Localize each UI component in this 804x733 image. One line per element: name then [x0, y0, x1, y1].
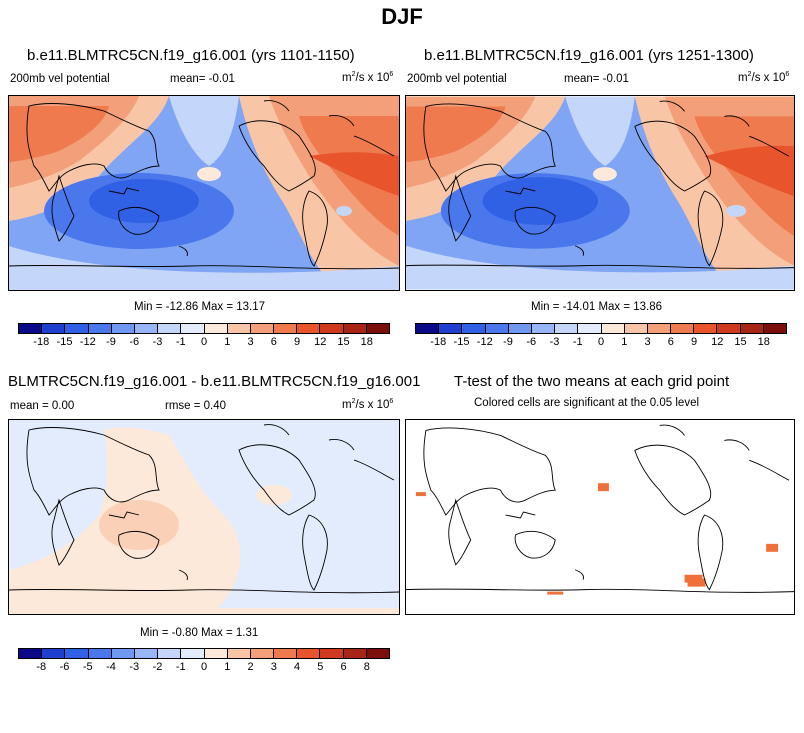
colorbar-tick-label: 1	[224, 336, 231, 348]
colorbar-tick-label: -6	[129, 336, 140, 348]
colorbar-tick-label: -1	[175, 336, 186, 348]
panel3-title: BLMTRC5CN.f19_g16.001 - b.e11.BLMTRC5CN.…	[8, 373, 421, 390]
colorbar-tick-label: 4	[293, 661, 301, 673]
main-title: DJF	[381, 4, 423, 29]
panel4-subtitle: Colored cells are significant at the 0.0…	[474, 397, 700, 409]
panel4-map	[405, 419, 795, 615]
panel2-colorbar-ticks: -18 -15 -12 -9 -6 -3 -1 0 1 3 6 9 12 15 18	[415, 336, 787, 350]
colorbar-tick-label: -18	[33, 336, 50, 348]
colorbar-tick-label: -6	[59, 661, 70, 673]
panel1-map	[8, 95, 400, 291]
colorbar-tick-label: -9	[503, 336, 513, 348]
panel2-mean: mean= -0.01	[564, 73, 629, 85]
panel3-map	[8, 419, 400, 615]
colorbar-tick-label: -12	[79, 336, 96, 348]
significant-cell	[547, 591, 564, 595]
colorbar-tick-label: -9	[106, 336, 116, 348]
significant-cell	[598, 483, 609, 492]
panel2-field-label: 200mb vel potential	[407, 73, 507, 85]
colorbar-tick-label: 6	[667, 336, 674, 348]
panel3-minmax: Min = -0.80 Max = 1.31	[140, 627, 259, 639]
colorbar-tick-label: 3	[247, 336, 254, 348]
panel2-map	[405, 95, 795, 291]
panel4-title: T-test of the two means at each grid poi…	[454, 373, 730, 390]
panel2-minmax: Min = -14.01 Max = 13.86	[531, 301, 663, 313]
panel2-units: m2/s x 106	[738, 71, 790, 84]
significant-cell	[415, 492, 426, 497]
colorbar-tick-label: 15	[734, 336, 747, 348]
colorbar-tick-label: 3	[644, 336, 651, 348]
panel1-field-label: 200mb vel potential	[10, 73, 110, 85]
colorbar-tick-label: 0	[200, 336, 208, 348]
colorbar-tick-label: -2	[152, 661, 163, 673]
panel3-colorbar	[18, 648, 390, 659]
colorbar-tick-label: -8	[36, 661, 47, 673]
colorbar-tick-label: 12	[314, 336, 327, 348]
colorbar-tick-label: -15	[56, 336, 73, 348]
colorbar-tick-label: -3	[549, 336, 560, 348]
colorbar-tick-label: 3	[270, 661, 277, 673]
colorbar-tick-label: -12	[476, 336, 493, 348]
colorbar-tick-label: -1	[175, 661, 186, 673]
colorbar-tick-label: -1	[572, 336, 583, 348]
colorbar-tick-label: -6	[526, 336, 537, 348]
colorbar-tick-label: 0	[200, 661, 208, 673]
colorbar-tick-label: 18	[757, 336, 770, 348]
colorbar-tick-label: -15	[453, 336, 470, 348]
colorbar-tick-label: 5	[317, 661, 324, 673]
colorbar-tick-label: 12	[711, 336, 724, 348]
colorbar-tick-label: 9	[690, 336, 698, 348]
colorbar-tick-label: 6	[270, 336, 277, 348]
significant-cell	[766, 543, 779, 552]
colorbar-tick-label: 1	[224, 661, 231, 673]
colorbar-tick-label: -3	[152, 336, 163, 348]
colorbar-tick-label: 15	[337, 336, 350, 348]
panel3-units: m2/s x 106	[342, 398, 394, 411]
colorbar-tick-label: -18	[430, 336, 447, 348]
panel1-title: b.e11.BLMTRC5CN.f19_g16.001 (yrs 1101-11…	[27, 47, 355, 64]
panel1-minmax: Min = -12.86 Max = 13.17	[134, 301, 266, 313]
colorbar-tick-label: -3	[129, 661, 140, 673]
colorbar-tick-label: 0	[597, 336, 605, 348]
panel1-colorbar-ticks: -18 -15 -12 -9 -6 -3 -1 0 1 3 6 9 12 15 18	[18, 336, 390, 350]
panel1-mean: mean= -0.01	[170, 73, 235, 85]
panel2-colorbar	[415, 323, 787, 334]
colorbar-tick-label: 9	[293, 336, 301, 348]
colorbar-tick-label: 6	[340, 661, 347, 673]
colorbar-tick-label: 8	[363, 661, 370, 673]
colorbar-tick-label: -5	[82, 661, 93, 673]
panel3-colorbar-ticks: -8 -6 -5 -4 -3 -2 -1 0 1 2 3 4 5 6 8	[18, 661, 390, 675]
panel1-colorbar	[18, 323, 390, 334]
colorbar-tick-label: 1	[621, 336, 628, 348]
colorbar-tick-label: 2	[247, 661, 254, 673]
panel2-title: b.e11.BLMTRC5CN.f19_g16.001 (yrs 1251-13…	[424, 47, 754, 64]
panel3-rmse: rmse = 0.40	[165, 400, 227, 412]
panel3-mean: mean = 0.00	[10, 400, 75, 412]
significant-cell	[684, 574, 706, 587]
colorbar-tick-label: 18	[360, 336, 373, 348]
panel1-units: m2/s x 106	[342, 71, 394, 84]
colorbar-tick-label: -4	[106, 661, 116, 673]
